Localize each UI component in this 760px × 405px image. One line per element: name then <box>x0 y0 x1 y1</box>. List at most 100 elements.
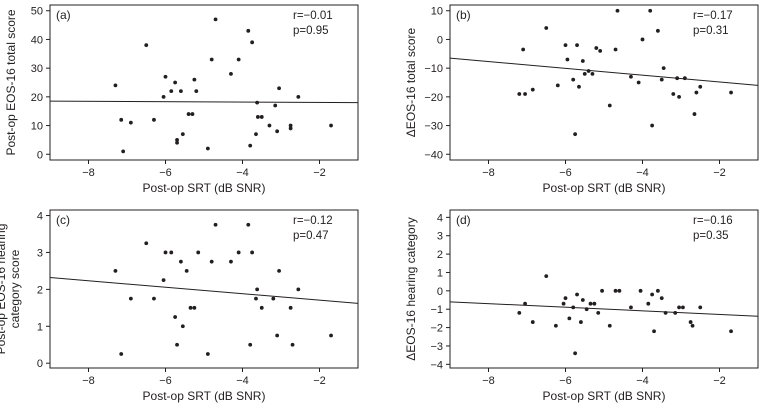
data-point <box>256 115 260 119</box>
data-point <box>650 123 655 128</box>
data-point <box>681 305 685 310</box>
scatter-panel-1: −8 −6 −4 −2 0 10 20 30 40 50 Post-op SRT (dB SNR) P… <box>4 4 359 195</box>
data-point <box>213 17 218 22</box>
data-point <box>600 288 604 293</box>
data-point <box>329 123 333 128</box>
data-point <box>277 269 281 273</box>
data-point <box>161 278 166 283</box>
regression-line <box>49 100 359 104</box>
y-tick-label: 4 <box>37 211 43 223</box>
data-point <box>607 103 612 108</box>
y-tick-label: −10 <box>424 63 443 75</box>
data-point <box>629 74 633 79</box>
data-point <box>652 329 656 334</box>
data-point <box>173 315 178 319</box>
data-point <box>259 305 264 310</box>
stat-r-value: r=−0.12 <box>293 215 333 227</box>
data-point <box>213 222 218 227</box>
data-point <box>694 90 699 95</box>
data-point <box>152 117 156 122</box>
data-point <box>205 146 210 151</box>
data-point <box>192 77 197 82</box>
y-tick-label: 40 <box>31 34 43 46</box>
y-axis-title: Post-op EOS-16 hearingcategory score <box>0 224 22 355</box>
data-point <box>682 76 687 81</box>
y-tick-label: −20 <box>424 92 443 104</box>
data-point <box>563 43 568 48</box>
data-point <box>571 305 576 310</box>
data-point <box>671 92 676 96</box>
stat-r-value: r=−0.16 <box>693 215 733 227</box>
data-point <box>580 59 585 63</box>
data-point <box>517 92 522 96</box>
data-point <box>673 310 678 315</box>
y-tick-label: 1 <box>437 267 443 279</box>
data-point <box>180 132 185 137</box>
y-axis-title: ΔEOS-16 total score <box>404 27 418 137</box>
data-point <box>521 47 526 52</box>
data-point <box>121 149 126 154</box>
data-point <box>288 305 293 310</box>
data-point <box>290 342 295 347</box>
y-tick-label: 10 <box>31 121 43 133</box>
data-point <box>161 94 166 99</box>
stat-r-value: r=−0.01 <box>293 10 333 22</box>
data-point <box>229 71 233 76</box>
data-point <box>615 8 620 13</box>
y-tick-label: 3 <box>437 231 443 243</box>
data-point <box>113 83 118 88</box>
data-point <box>640 37 645 42</box>
data-point <box>588 301 593 306</box>
data-point <box>555 83 560 88</box>
data-point <box>119 352 124 356</box>
stat-p-value: p=0.35 <box>693 230 729 242</box>
y-tick-label: 4 <box>437 212 443 224</box>
data-point <box>582 71 587 76</box>
scatter-panel-2: −8 −6 −4 −2 −40 −30 −20 −10 0 10 Post-op SRT (dB S… <box>404 4 759 195</box>
y-tick-label: 10 <box>431 6 443 18</box>
data-point <box>544 274 549 279</box>
data-point <box>205 352 210 356</box>
x-tick-label: −2 <box>313 167 326 179</box>
data-point <box>175 140 179 145</box>
data-point <box>698 84 703 89</box>
data-point <box>259 115 264 119</box>
data-point <box>659 296 664 301</box>
x-tick-label: −6 <box>159 167 172 179</box>
data-point <box>688 320 693 324</box>
y-tick-label: 0 <box>437 286 443 298</box>
plot-frame <box>449 4 759 161</box>
x-tick-label: −6 <box>159 375 172 387</box>
data-point <box>194 89 199 94</box>
data-point <box>296 94 301 99</box>
panel-label: (a) <box>56 8 71 22</box>
data-point <box>144 241 149 246</box>
data-point <box>650 292 655 297</box>
stat-p-value: p=0.95 <box>293 25 329 37</box>
data-point <box>573 351 578 356</box>
regression-line <box>49 277 359 304</box>
data-point <box>296 287 301 292</box>
data-point <box>248 143 253 148</box>
data-point <box>179 259 183 264</box>
data-point <box>255 287 260 292</box>
data-point <box>677 305 681 310</box>
scatter-panel-4: −8 −6 −4 −2 −4 −3 −2 −1 0 1 2 3 4 Post-op SRT (dB SNR… <box>404 209 759 403</box>
x-axis-title: Post-op SRT (dB SNR) <box>543 389 666 403</box>
data-point <box>517 310 522 315</box>
y-tick-label: 2 <box>37 284 43 296</box>
data-point <box>530 320 535 324</box>
panel-label: (d) <box>456 213 471 227</box>
data-point <box>267 123 272 128</box>
data-point <box>277 86 281 91</box>
x-tick-label: −4 <box>636 375 649 387</box>
panel-label: (b) <box>456 8 471 22</box>
x-tick-label: −6 <box>559 375 572 387</box>
data-point <box>275 129 280 134</box>
data-point <box>661 66 666 71</box>
data-point <box>288 123 293 128</box>
data-point <box>663 310 668 315</box>
data-point <box>173 80 178 85</box>
data-point <box>575 292 579 297</box>
y-tick-label: 3 <box>37 247 43 259</box>
